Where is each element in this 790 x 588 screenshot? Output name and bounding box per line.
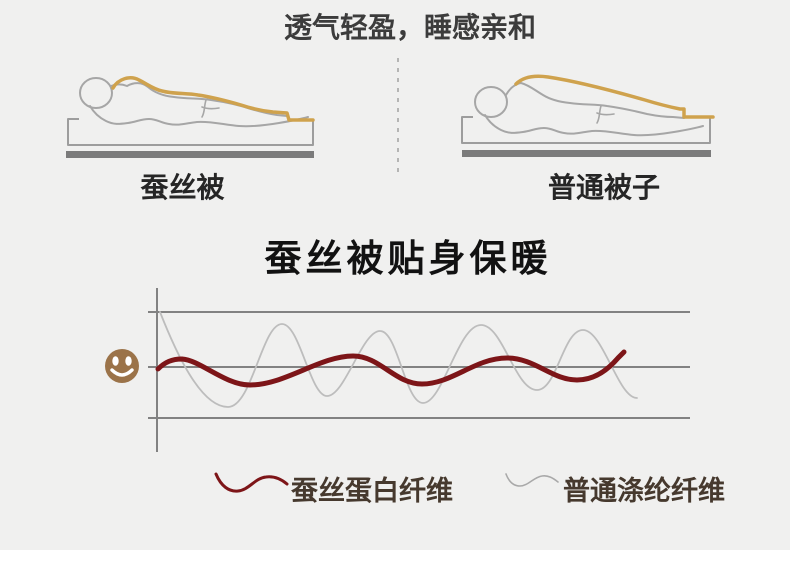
silk-quilt-label: 蚕丝被 [140,173,225,204]
ordinary-quilt-line [514,74,715,119]
polyester-fiber-wave [159,311,638,408]
comfort-chart [105,288,690,452]
body-top-outline [505,81,685,119]
mattress-base-bar [66,151,314,158]
body-hand-detail [201,99,220,118]
bottom-white-band [0,550,790,588]
body-head-outline [474,86,508,118]
silk-quilt-figure [66,76,315,158]
silk-quilt-line [111,76,315,122]
body-bottom-outline [484,114,704,137]
body-bottom-outline [89,105,309,128]
body-hand-detail [596,105,615,124]
legend-polyester-label: 普通涤纶纤维 [563,476,725,506]
body-head-outline [79,77,113,109]
legend-polyester-wave-icon [505,473,559,487]
chart-section-title: 蚕丝被贴身保暖 [264,238,552,279]
ordinary-quilt-figure [461,74,715,157]
mattress-outline [461,116,711,144]
silk-fiber-wave [155,349,627,388]
mattress-base-bar [462,150,711,157]
mattress-outline [67,118,314,146]
ordinary-quilt-label: 普通被子 [547,173,660,204]
legend-silk-wave-icon [214,472,289,493]
hero-title: 透气轻盈，睡感亲和 [283,13,536,44]
smiley-icon [105,349,139,383]
legend-silk-label: 蚕丝蛋白纤维 [291,476,453,506]
